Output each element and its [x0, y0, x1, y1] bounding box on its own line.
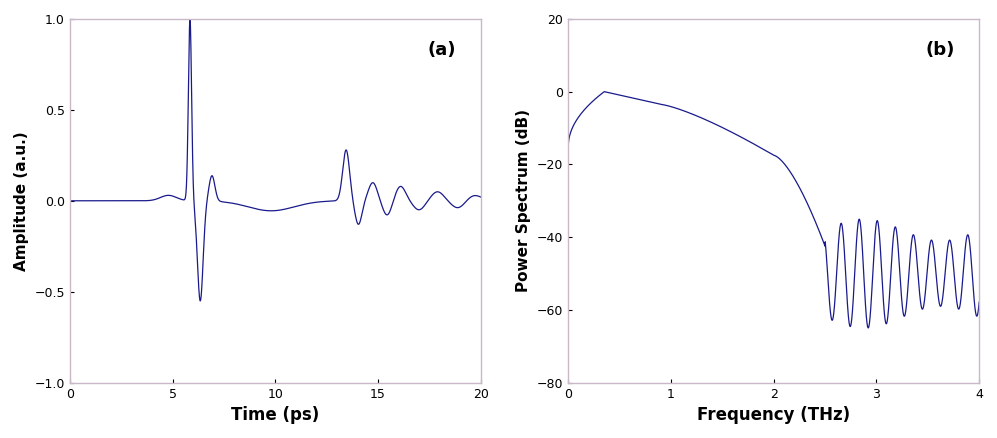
Y-axis label: Amplitude (a.u.): Amplitude (a.u.) [14, 131, 29, 271]
X-axis label: Frequency (THz): Frequency (THz) [697, 406, 850, 424]
Text: (a): (a) [428, 41, 456, 59]
Y-axis label: Power Spectrum (dB): Power Spectrum (dB) [516, 110, 531, 292]
X-axis label: Time (ps): Time (ps) [231, 406, 319, 424]
Text: (b): (b) [926, 41, 955, 59]
